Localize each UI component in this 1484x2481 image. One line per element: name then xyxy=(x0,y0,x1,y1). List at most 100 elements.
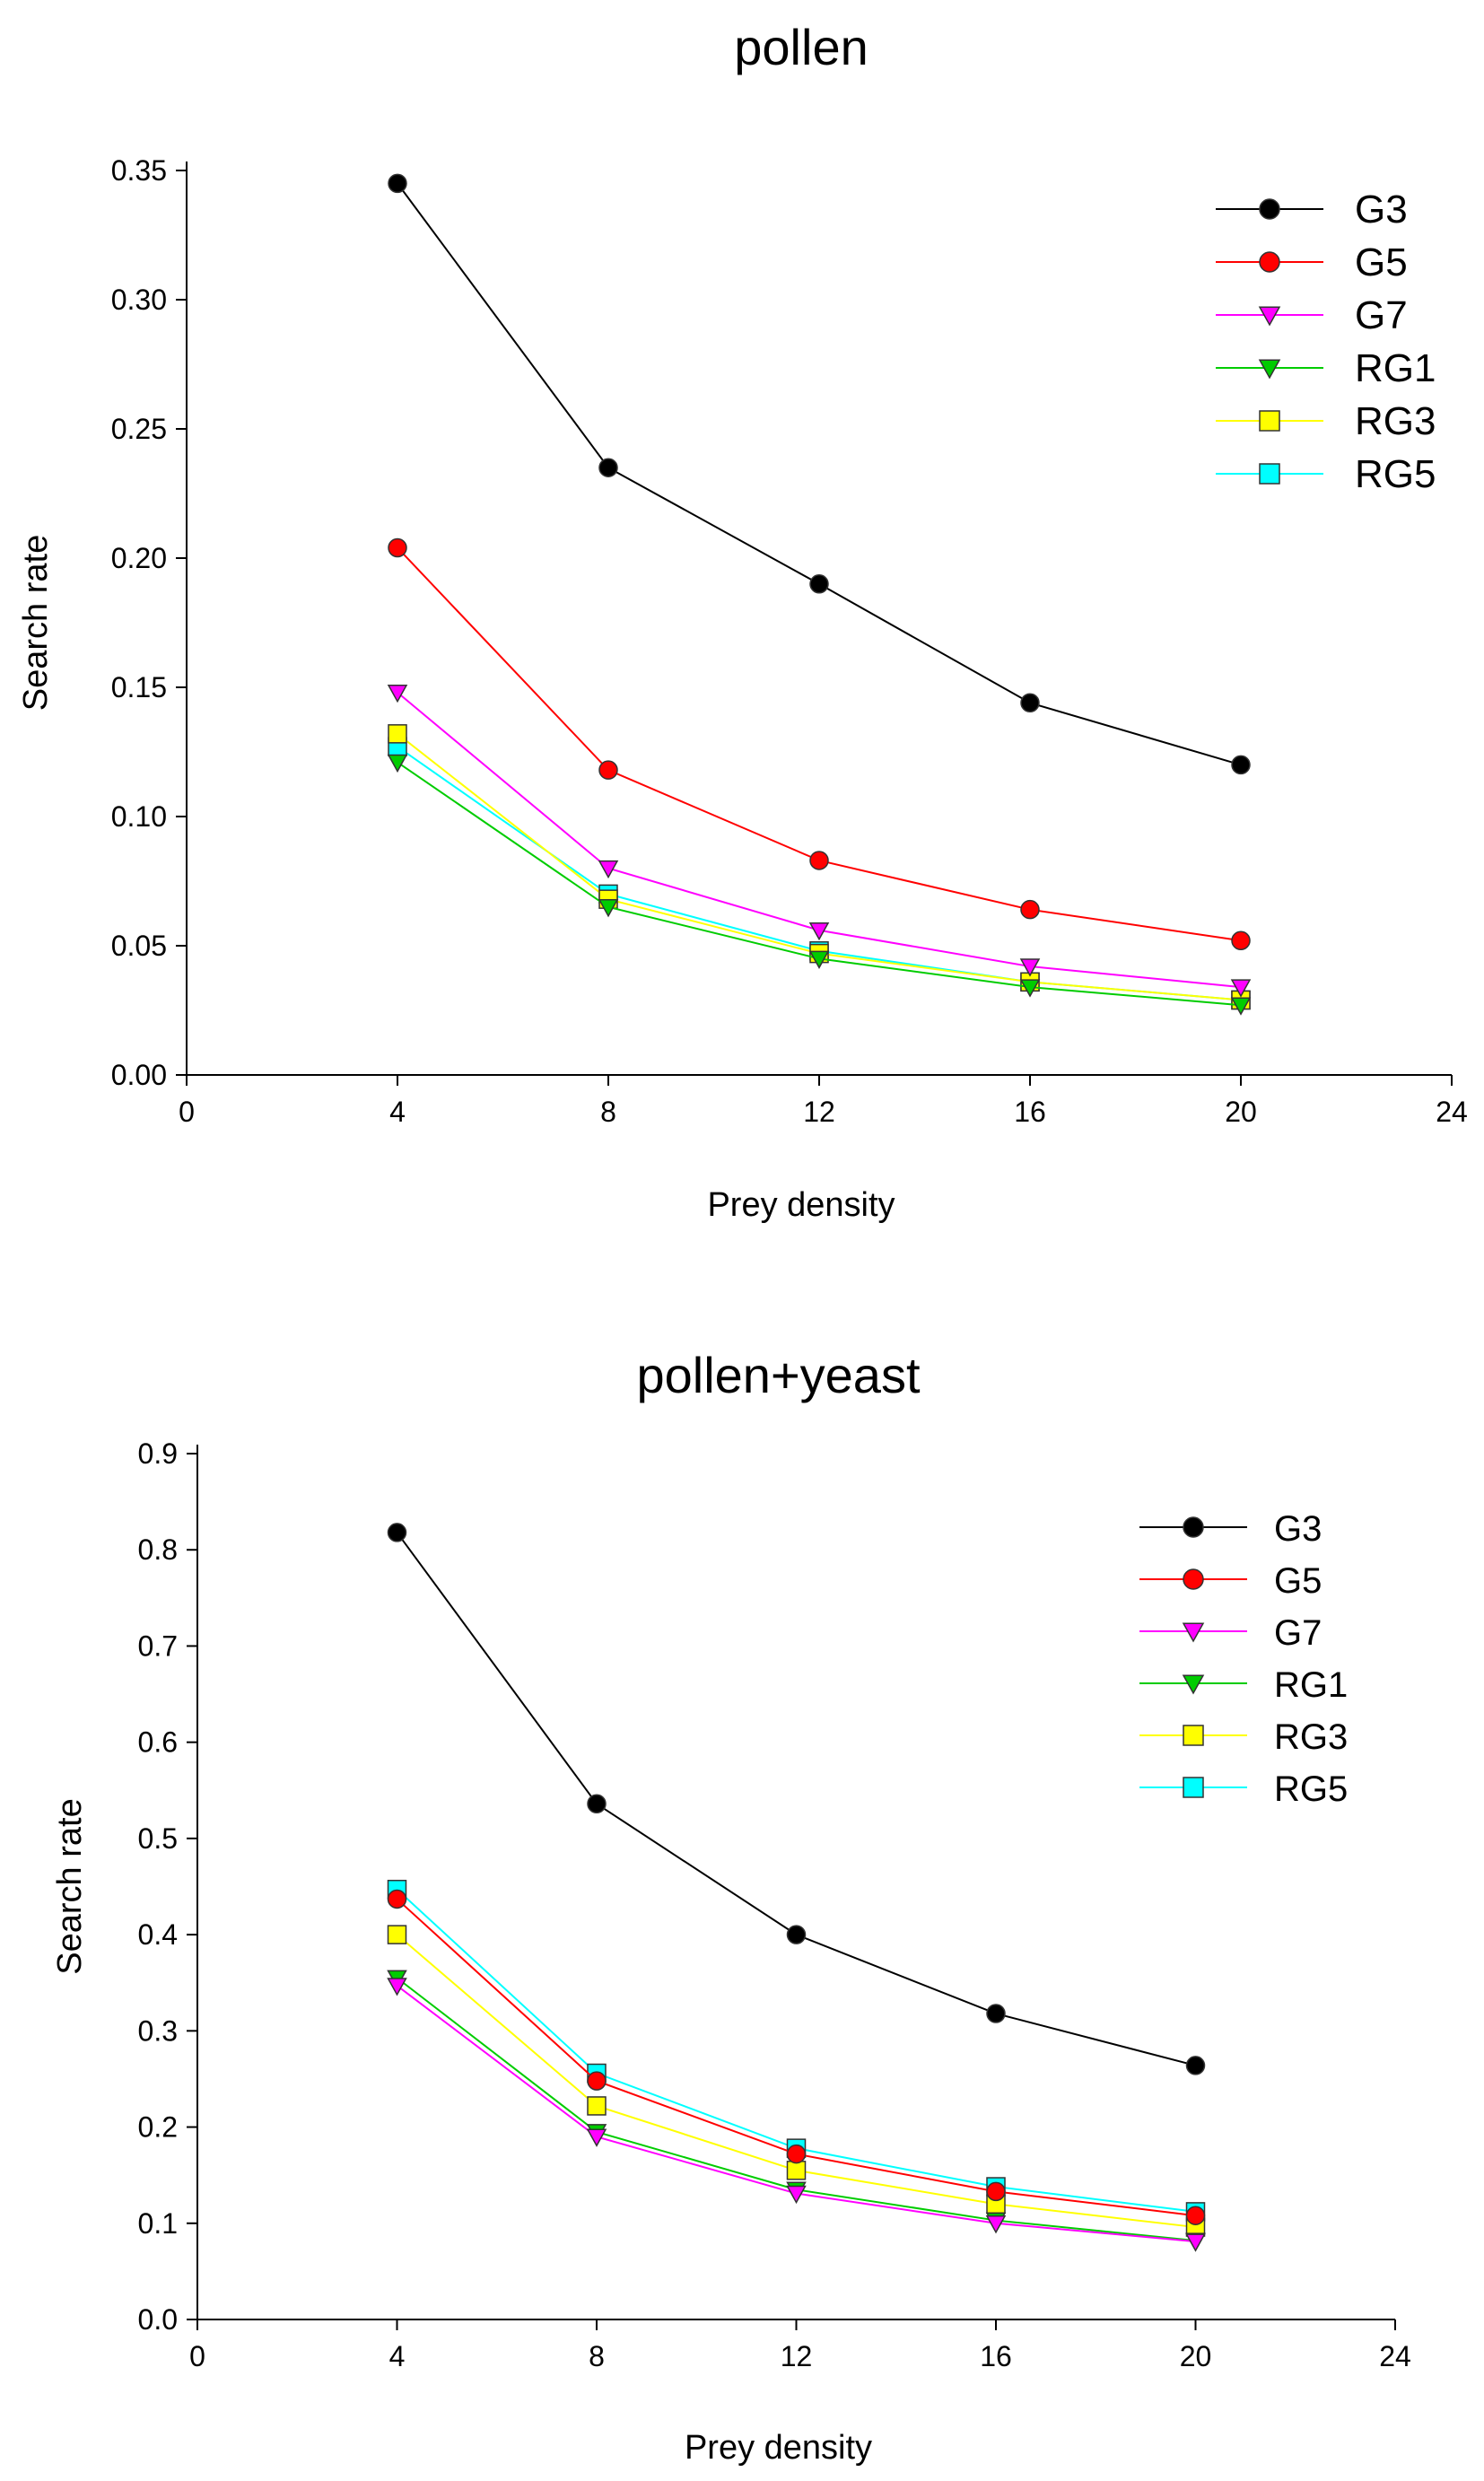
data-point-g5 xyxy=(809,851,829,870)
legend-marker xyxy=(1183,1516,1204,1538)
legend-marker xyxy=(1258,359,1281,380)
legend-marker xyxy=(1183,1725,1204,1746)
y-tick-label: 0.30 xyxy=(111,284,167,316)
series-line-g3 xyxy=(396,1532,1196,2066)
data-point-g3 xyxy=(598,458,618,477)
legend-item-g3: G3 xyxy=(1139,1509,1322,1549)
data-point-g3 xyxy=(1231,755,1251,775)
series-rg1 xyxy=(387,754,1252,1016)
legend-marker xyxy=(1259,410,1280,432)
y-tick-label: 0.35 xyxy=(111,154,167,187)
legend-item-g3: G3 xyxy=(1216,188,1408,232)
legend-marker xyxy=(1183,1568,1204,1590)
data-point-g5 xyxy=(986,2181,1006,2202)
data-point-g7 xyxy=(1019,958,1041,977)
data-point-rg3 xyxy=(786,2161,807,2180)
y-tick-label: 0.7 xyxy=(138,1629,178,1662)
data-point-g3 xyxy=(786,1925,807,1944)
x-tick-label: 0 xyxy=(189,2340,205,2372)
y-tick-label: 0.15 xyxy=(111,671,167,703)
data-point-g5 xyxy=(387,1889,407,1909)
legend-label: G3 xyxy=(1274,1509,1322,1549)
chart-title: pollen xyxy=(734,19,868,75)
series-line-g3 xyxy=(397,182,1242,766)
y-tick-label: 0.3 xyxy=(138,2014,178,2047)
legend-label: RG5 xyxy=(1274,1769,1348,1809)
data-point-g7 xyxy=(786,2185,807,2205)
data-point-g5 xyxy=(598,760,618,780)
series-line-g5 xyxy=(397,546,1242,942)
legend-marker xyxy=(1258,306,1281,327)
legend-item-rg1: RG1 xyxy=(1216,346,1436,390)
x-tick-label: 12 xyxy=(781,2340,813,2372)
data-point-rg1 xyxy=(1019,979,1041,998)
legend-label: RG1 xyxy=(1274,1665,1348,1705)
legend-label: G5 xyxy=(1274,1561,1322,1601)
y-tick-label: 0.25 xyxy=(111,413,167,445)
x-tick-label: 24 xyxy=(1379,2340,1411,2372)
data-point-g7 xyxy=(387,685,408,703)
chart-pollen: pollen 0.00 0.05 0.10 0.15 0.20 0.25 0.30 0.35 0 4… xyxy=(17,19,1468,1224)
y-tick-label: 0.0 xyxy=(138,2303,178,2336)
data-point-rg3 xyxy=(387,1925,407,1944)
chart-panel-pollen-yeast: pollen+yeast 0.0 0.1 0.2 0.3 0.4 0.5 0.6 0.7 0.8 0… xyxy=(0,1292,1484,2481)
data-point-g3 xyxy=(587,1794,607,1814)
data-point-g5 xyxy=(1185,2206,1206,2225)
y-tick-label: 0.1 xyxy=(138,2207,178,2240)
x-axis-label: Prey density xyxy=(707,1186,895,1224)
y-axis-label: Search rate xyxy=(51,1798,89,1974)
data-point-g7 xyxy=(808,922,830,941)
series-g3 xyxy=(388,173,1251,775)
legend-marker xyxy=(1182,1622,1205,1643)
y-tick-label: 0.10 xyxy=(111,800,167,833)
legend-item-g5: G5 xyxy=(1139,1561,1322,1601)
x-tick-label: 24 xyxy=(1436,1096,1468,1128)
data-point-g7 xyxy=(985,2215,1007,2234)
legend-item-g7: G7 xyxy=(1216,293,1408,337)
x-axis-label: Prey density xyxy=(685,2429,872,2467)
x-tick-label: 0 xyxy=(179,1096,195,1128)
y-tick-label: 0.6 xyxy=(138,1726,178,1759)
y-tick-label: 0.20 xyxy=(111,542,167,574)
legend-label: RG3 xyxy=(1355,399,1436,443)
series-g5 xyxy=(388,537,1251,950)
plot-area xyxy=(387,173,1252,1016)
data-point-g3 xyxy=(388,173,407,194)
y-axis-label: Search rate xyxy=(17,535,55,711)
data-point-rg1 xyxy=(1230,997,1252,1016)
x-tick-label: 8 xyxy=(589,2340,605,2372)
legend: G3 G5 G7 RG1 RG3 RG5 xyxy=(1139,1509,1348,1809)
y-tick-label: 0.9 xyxy=(138,1437,178,1470)
data-point-g3 xyxy=(387,1523,407,1542)
data-point-g5 xyxy=(786,2144,807,2164)
data-point-g7 xyxy=(586,2128,607,2147)
x-tick-label: 20 xyxy=(1180,2340,1212,2372)
legend-marker xyxy=(1259,251,1280,273)
data-point-g5 xyxy=(587,2071,607,2091)
y-tick-label: 0.8 xyxy=(138,1533,178,1566)
axes: 0.0 0.1 0.2 0.3 0.4 0.5 0.6 0.7 0.8 0.9 0 4 8 12 16 20 2… xyxy=(138,1437,1411,2372)
legend-label: RG3 xyxy=(1274,1717,1348,1757)
y-tick-label: 0.00 xyxy=(111,1059,167,1091)
legend-item-rg1: RG1 xyxy=(1139,1665,1348,1705)
data-point-g3 xyxy=(986,2004,1006,2023)
y-tick-label: 0.5 xyxy=(138,1822,178,1855)
data-point-g7 xyxy=(1185,2233,1206,2252)
data-point-rg1 xyxy=(808,950,830,969)
x-tick-label: 4 xyxy=(389,2340,406,2372)
data-point-g7 xyxy=(598,860,619,879)
legend-label: G3 xyxy=(1355,188,1408,232)
data-point-g7 xyxy=(387,1978,407,1996)
legend-label: RG5 xyxy=(1355,452,1436,496)
data-point-rg1 xyxy=(598,899,619,918)
legend-item-rg3: RG3 xyxy=(1216,399,1436,443)
data-point-g5 xyxy=(1231,930,1251,950)
legend-marker xyxy=(1183,1777,1204,1798)
legend-item-g7: G7 xyxy=(1139,1613,1322,1653)
data-point-g3 xyxy=(1020,693,1040,713)
legend-item-rg5: RG5 xyxy=(1216,452,1436,496)
axes: 0.00 0.05 0.10 0.15 0.20 0.25 0.30 0.35 0 4 8 12 16 2… xyxy=(111,154,1468,1128)
x-tick-label: 8 xyxy=(600,1096,616,1128)
legend-item-g5: G5 xyxy=(1216,240,1408,284)
data-point-g5 xyxy=(1020,899,1040,920)
